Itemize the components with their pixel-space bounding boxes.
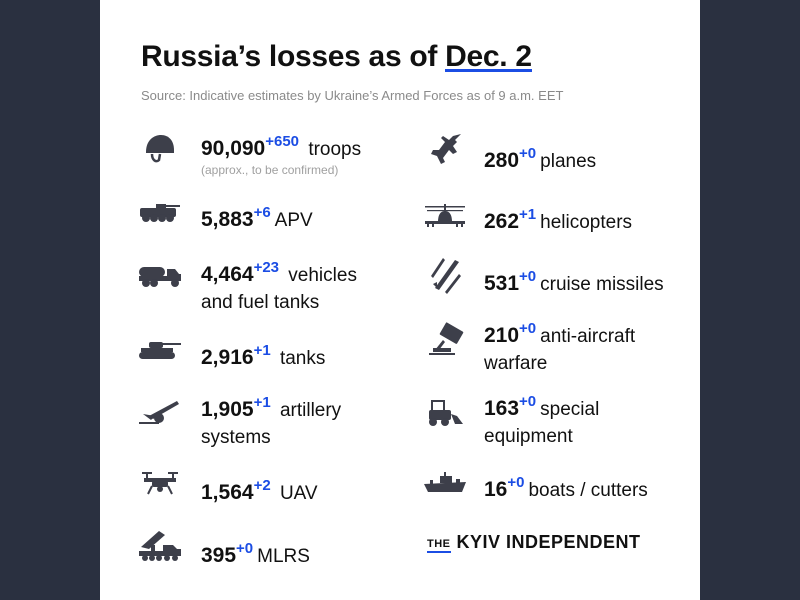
plane-icon xyxy=(421,130,469,170)
fuel-truck-icon xyxy=(136,255,184,295)
special-equipment-icon xyxy=(421,392,469,432)
stat-value: 531 xyxy=(484,272,520,295)
stat-delta: +0 xyxy=(519,320,537,337)
stat-label-line2: equipment xyxy=(484,426,573,447)
cruise-missile-icon xyxy=(421,254,469,294)
stat-label: artillery xyxy=(279,400,342,421)
stat-value: 163 xyxy=(484,397,520,420)
source-note: Source: Indicative estimates by Ukraine’… xyxy=(141,88,564,103)
stat-value: 262 xyxy=(484,210,520,233)
stat-delta: +1 xyxy=(253,342,271,359)
stat-value: 90,090 xyxy=(201,137,266,160)
stat-delta: +0 xyxy=(519,268,537,285)
helmet-icon xyxy=(136,128,184,168)
stat-value: 4,464 xyxy=(201,263,254,286)
title-text: Russia’s losses as of xyxy=(141,40,446,73)
stat-label: UAV xyxy=(279,483,318,504)
apv-icon xyxy=(136,192,184,232)
stat-label: MLRS xyxy=(257,546,310,567)
tank-icon xyxy=(136,330,184,370)
stat-delta: +0 xyxy=(519,145,537,162)
stat-value: 16 xyxy=(484,478,508,501)
stat-label: anti-aircraft xyxy=(540,326,636,347)
stat-special-equipment: 163+0 special equipment xyxy=(484,388,599,450)
stat-label: APV xyxy=(274,210,313,231)
stat-anti-aircraft: 210+0 anti-aircraft warfare xyxy=(484,315,635,377)
stat-value: 5,883 xyxy=(201,208,254,231)
stat-mlrs: 395+0 MLRS xyxy=(201,535,310,570)
stat-delta: +0 xyxy=(519,393,537,410)
page-title: Russia’s losses as of Dec. 2 xyxy=(141,40,532,74)
stat-cruise-missiles: 531+0 cruise missiles xyxy=(484,263,664,298)
stat-label: tanks xyxy=(279,348,326,369)
stat-delta: +0 xyxy=(507,474,525,491)
stat-label: planes xyxy=(540,151,597,172)
stat-delta: +2 xyxy=(253,477,271,494)
mlrs-icon xyxy=(136,526,184,566)
stat-label-line2: warfare xyxy=(484,353,548,374)
stat-label: special xyxy=(540,399,600,420)
stat-value: 1,564 xyxy=(201,481,254,504)
artillery-icon xyxy=(136,392,184,432)
stat-troops: 90,090+650 troops (approx., to be confir… xyxy=(201,128,361,177)
title-date: Dec. 2 xyxy=(445,40,532,73)
drone-icon xyxy=(136,463,184,503)
stat-value: 2,916 xyxy=(201,346,254,369)
stat-label: troops xyxy=(308,139,362,160)
stat-delta: +650 xyxy=(265,133,300,150)
stat-tanks: 2,916+1 tanks xyxy=(201,337,325,372)
stat-value: 1,905 xyxy=(201,398,254,421)
stat-label: cruise missiles xyxy=(540,274,664,295)
stat-note: (approx., to be confirmed) xyxy=(201,163,339,177)
stat-uav: 1,564+2 UAV xyxy=(201,472,318,507)
stat-planes: 280+0 planes xyxy=(484,140,596,175)
stat-label-line2: systems xyxy=(201,427,271,448)
brand-logo: THE KYIV INDEPENDENT xyxy=(427,532,641,553)
stat-artillery: 1,905+1 artillery systems xyxy=(201,389,341,451)
infographic-card: Russia’s losses as of Dec. 2 Source: Ind… xyxy=(100,0,700,600)
helicopter-icon xyxy=(421,196,469,236)
stat-delta: +23 xyxy=(253,259,280,276)
stat-delta: +0 xyxy=(236,540,254,557)
brand-name: KYIV INDEPENDENT xyxy=(456,532,641,552)
stat-vehicles: 4,464+23 vehicles and fuel tanks xyxy=(201,254,357,316)
stat-value: 395 xyxy=(201,544,237,567)
stat-apv: 5,883+6 APV xyxy=(201,199,313,234)
stat-label-line2: and fuel tanks xyxy=(201,292,320,313)
stat-helicopters: 262+1 helicopters xyxy=(484,201,632,236)
stat-value: 280 xyxy=(484,149,520,172)
stat-label: boats / cutters xyxy=(528,480,648,501)
stat-delta: +1 xyxy=(253,394,271,411)
stat-value: 210 xyxy=(484,324,520,347)
stat-label: vehicles xyxy=(288,265,357,286)
boat-icon xyxy=(421,462,469,502)
brand-the: THE xyxy=(427,538,451,553)
stat-delta: +6 xyxy=(253,204,271,221)
stat-delta: +1 xyxy=(519,206,537,223)
stat-label: helicopters xyxy=(540,212,633,233)
stat-boats: 16+0 boats / cutters xyxy=(484,469,648,504)
anti-aircraft-icon xyxy=(421,320,469,360)
